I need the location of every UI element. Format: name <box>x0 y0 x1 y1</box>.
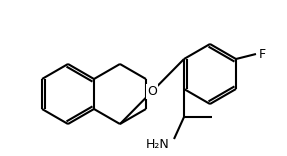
Text: O: O <box>147 85 157 98</box>
Text: H₂N: H₂N <box>145 137 169 151</box>
Text: F: F <box>259 47 266 61</box>
